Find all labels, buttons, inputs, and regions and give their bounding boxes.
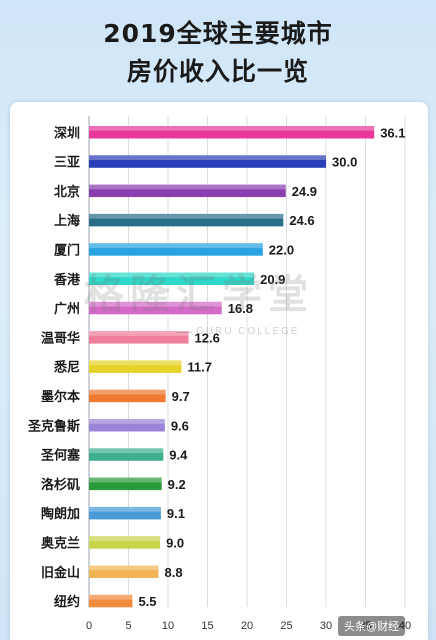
category-label-4: 厦门 xyxy=(54,242,80,258)
bar-highlight-8 xyxy=(89,360,182,366)
bar-highlight-4 xyxy=(89,243,263,248)
x-tick-label-35: 35 xyxy=(359,620,371,632)
bar-11 xyxy=(89,448,164,461)
bar-16 xyxy=(89,594,133,608)
x-tick-label-20: 20 xyxy=(241,620,253,632)
category-label-14: 奥克兰 xyxy=(41,535,80,551)
x-tick-label-40: 40 xyxy=(399,620,411,632)
bar-8 xyxy=(89,360,182,373)
value-label-6: 16.8 xyxy=(228,301,253,316)
value-label-0: 36.1 xyxy=(380,125,405,140)
bar-highlight-16 xyxy=(89,594,133,600)
bar-15 xyxy=(89,565,159,578)
category-label-12: 洛杉矶 xyxy=(41,477,80,493)
watermark-subtext: GURU COLLEGE xyxy=(196,326,300,337)
category-label-16: 纽约 xyxy=(54,594,80,610)
value-label-2: 24.9 xyxy=(292,184,317,199)
value-label-8: 11.7 xyxy=(187,360,212,375)
value-label-1: 30.0 xyxy=(332,155,357,170)
category-label-5: 香港 xyxy=(53,272,81,288)
value-label-7: 12.6 xyxy=(195,330,220,345)
value-label-12: 9.2 xyxy=(168,477,186,492)
value-label-4: 22.0 xyxy=(269,242,294,257)
bar-highlight-2 xyxy=(89,184,286,190)
bar-highlight-3 xyxy=(89,213,284,219)
bar-0 xyxy=(89,126,375,139)
x-tick-label-10: 10 xyxy=(162,620,174,632)
bar-highlight-13 xyxy=(89,506,161,512)
bar-highlight-6 xyxy=(89,301,222,307)
bar-6 xyxy=(89,301,222,315)
bar-9 xyxy=(89,389,166,403)
category-label-15: 旧金山 xyxy=(41,565,80,581)
value-label-15: 8.8 xyxy=(165,565,183,580)
bar-4 xyxy=(89,243,263,256)
value-label-10: 9.6 xyxy=(171,418,189,433)
bar-14 xyxy=(89,536,161,549)
bar-highlight-11 xyxy=(89,448,164,454)
x-tick-label-30: 30 xyxy=(320,620,332,632)
bar-2 xyxy=(89,184,286,198)
bar-highlight-12 xyxy=(89,477,162,483)
category-label-7: 温哥华 xyxy=(41,330,80,346)
category-label-6: 广州 xyxy=(54,301,80,317)
category-label-0: 深圳 xyxy=(54,125,80,141)
category-label-8: 悉尼 xyxy=(53,360,80,376)
watermark-divider xyxy=(176,332,192,333)
bar-highlight-9 xyxy=(89,389,166,395)
bar-12 xyxy=(89,477,162,491)
category-label-1: 三亚 xyxy=(54,156,80,171)
bar-highlight-5 xyxy=(89,272,255,278)
chart-title-line-1: 2019全球主要城市 xyxy=(103,19,333,48)
category-label-2: 北京 xyxy=(54,184,80,200)
category-label-9: 墨尔本 xyxy=(41,389,80,405)
bar-3 xyxy=(89,213,284,227)
value-label-13: 9.1 xyxy=(167,506,185,521)
x-tick-label-5: 5 xyxy=(125,620,131,632)
bar-13 xyxy=(89,506,161,520)
watermark-text: 格隆汇学堂 xyxy=(84,272,314,318)
category-label-11: 圣何塞 xyxy=(41,448,81,464)
bar-highlight-14 xyxy=(89,536,161,541)
category-label-10: 圣克鲁斯 xyxy=(28,418,80,434)
value-label-5: 20.9 xyxy=(260,272,285,287)
bar-highlight-1 xyxy=(89,155,326,161)
x-tick-label-0: 0 xyxy=(86,620,92,632)
x-tick-label-25: 25 xyxy=(280,620,292,632)
bar-highlight-15 xyxy=(89,565,159,571)
value-label-16: 5.5 xyxy=(138,594,156,609)
bar-1 xyxy=(89,155,326,168)
value-label-11: 9.4 xyxy=(169,448,188,463)
bar-7 xyxy=(89,331,189,344)
chart-title-line-2: 房价收入比一览 xyxy=(126,57,309,86)
bar-highlight-0 xyxy=(89,126,375,131)
x-tick-label-15: 15 xyxy=(201,620,213,632)
bar-10 xyxy=(89,419,165,432)
bar-5 xyxy=(89,272,255,285)
source-badge: 头条@财经 xyxy=(338,616,406,636)
value-label-14: 9.0 xyxy=(166,535,184,550)
value-label-3: 24.6 xyxy=(289,213,314,228)
category-label-13: 陶朗加 xyxy=(41,506,80,522)
bar-highlight-7 xyxy=(89,331,189,336)
value-label-9: 9.7 xyxy=(172,389,190,404)
bar-highlight-10 xyxy=(89,419,165,424)
category-label-3: 上海 xyxy=(54,213,80,229)
